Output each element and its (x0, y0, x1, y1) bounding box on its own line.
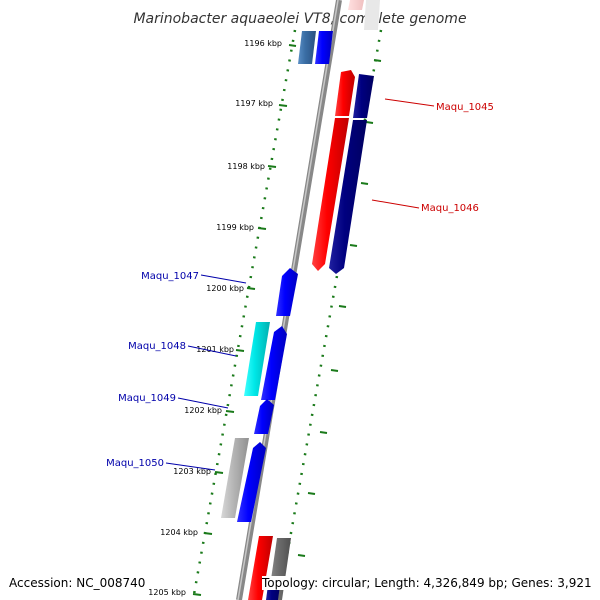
leader-maqu-1049 (177, 397, 229, 409)
leader-maqu-1048 (187, 345, 237, 357)
gene-maqu-1050 (221, 438, 249, 518)
gene-navy-1046 (329, 120, 367, 274)
gene-steel-1196 (298, 31, 316, 64)
tick-label: 1200 kbp (206, 284, 244, 293)
tick-mark (267, 165, 277, 168)
gene-maqu-1049 (254, 399, 274, 434)
tick-label: 1197 kbp (235, 99, 273, 108)
gene-label-maqu-1047[interactable]: Maqu_1047 (141, 271, 199, 282)
tick-label: 1205 kbp (148, 588, 186, 597)
tick-mark (278, 104, 288, 107)
gene-maqu-1047 (276, 268, 298, 316)
gene-label-maqu-1050[interactable]: Maqu_1050 (106, 458, 164, 469)
tick-mark (288, 44, 297, 47)
gene-navy-1045 (353, 74, 374, 118)
tick-label: 1199 kbp (216, 223, 254, 232)
tick-mark (360, 182, 369, 185)
gene-pale-top (348, 0, 364, 10)
tick-mark (307, 492, 316, 495)
leader-maqu-1046 (371, 199, 420, 209)
tick-label: 1203 kbp (173, 467, 211, 476)
gene-maqu-1046 (312, 118, 349, 271)
genome-summary-text: Topology: circular; Length: 4,326,849 bp… (262, 576, 592, 590)
tick-mark (338, 305, 347, 308)
gene-maqu-1048 (244, 322, 270, 396)
tick-mark (365, 121, 374, 124)
tick-mark (257, 227, 267, 230)
gene-label-maqu-1045[interactable]: Maqu_1045 (436, 102, 494, 113)
tick-mark (349, 244, 358, 247)
tick-mark (297, 554, 306, 557)
tick-mark (192, 593, 202, 596)
tick-label: 1198 kbp (227, 162, 265, 171)
tick-mark (246, 287, 256, 290)
gene-label-maqu-1048[interactable]: Maqu_1048 (128, 341, 186, 352)
tick-label: 1196 kbp (244, 39, 282, 48)
gene-red-1204 (248, 536, 273, 600)
tick-label: 1201 kbp (196, 345, 234, 354)
gene-label-maqu-1046[interactable]: Maqu_1046 (421, 203, 479, 214)
tick-mark (225, 410, 235, 413)
gene-maqu-1045 (335, 70, 355, 116)
tick-mark (214, 471, 224, 474)
gene-blue-1048 (261, 326, 287, 400)
leader-maqu-1050 (165, 462, 216, 471)
gene-label-maqu-1049[interactable]: Maqu_1049 (118, 393, 176, 404)
tick-mark (203, 532, 213, 535)
gene-pale-top-2 (364, 0, 380, 30)
tick-label: 1202 kbp (184, 406, 222, 415)
tick-mark (373, 59, 382, 62)
tick-mark (319, 431, 328, 434)
kbp-ticks: 1196 kbp 1197 kbp 1198 kbp 1199 kbp 1200… (148, 39, 382, 597)
map-title: Marinobacter aquaeolei VT8, complete gen… (133, 11, 466, 27)
tick-mark (330, 369, 339, 372)
tick-mark (235, 349, 245, 352)
leader-maqu-1045 (384, 98, 435, 107)
tick-label: 1204 kbp (160, 528, 198, 537)
gene-blue-1196 (315, 31, 333, 64)
leader-maqu-1047 (200, 274, 247, 284)
accession-text: Accession: NC_008740 (9, 576, 146, 590)
gene-blue-1050 (237, 442, 266, 522)
